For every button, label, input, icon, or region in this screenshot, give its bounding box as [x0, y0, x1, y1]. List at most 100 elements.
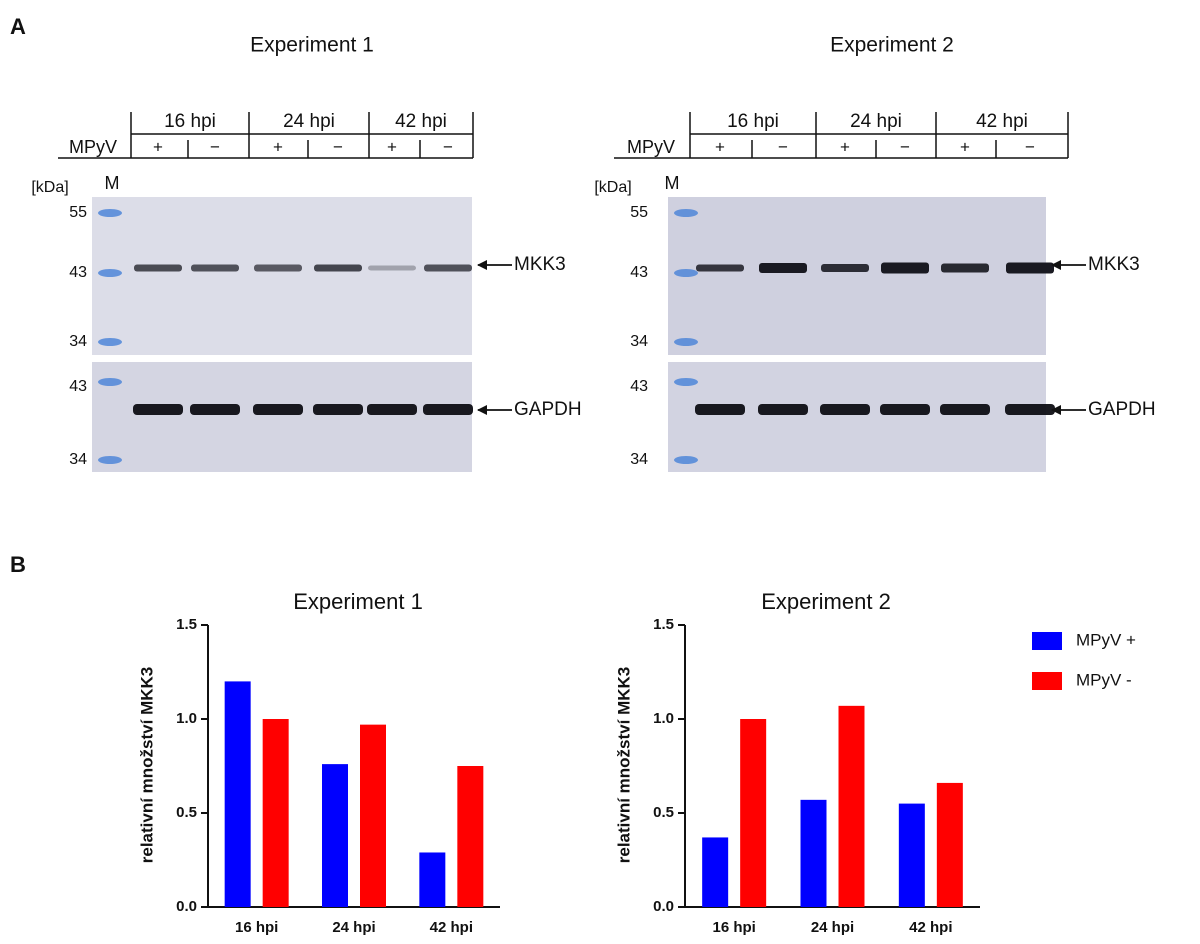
kda-label: 43 [69, 264, 87, 281]
x-tick-label: 16 hpi [712, 919, 755, 936]
band-label: MKK3 [1088, 254, 1140, 275]
band-gapdh [820, 404, 870, 415]
panel-label: B [10, 552, 26, 577]
bar [457, 766, 483, 907]
band-label: MKK3 [514, 254, 566, 275]
blot-upper [668, 197, 1046, 355]
band-gapdh [1005, 404, 1055, 415]
timepoint-label: 16 hpi [727, 111, 779, 132]
y-tick-label: 1.0 [653, 710, 674, 727]
band-mkk3 [821, 264, 869, 272]
y-tick-label: 0.0 [653, 898, 674, 915]
band-gapdh [253, 404, 303, 415]
chart-title: Experiment 2 [761, 589, 891, 614]
kda-label: 34 [69, 333, 87, 350]
x-tick-label: 42 hpi [909, 919, 952, 936]
legend-swatch [1032, 672, 1062, 690]
band-mkk3 [696, 265, 744, 272]
marker-label: M [105, 173, 120, 193]
ladder-band [98, 209, 122, 217]
band-gapdh [758, 404, 808, 415]
y-tick-label: 0.5 [653, 804, 674, 821]
kda-label: 43 [630, 378, 648, 395]
x-tick-label: 24 hpi [332, 919, 375, 936]
timepoint-label: 42 hpi [395, 111, 447, 132]
band-mkk3 [759, 263, 807, 273]
y-axis-label: relativní množství MKK3 [137, 667, 156, 864]
band-mkk3 [424, 265, 472, 272]
y-tick-label: 1.5 [176, 616, 197, 633]
bar [937, 783, 963, 907]
ladder-band [98, 378, 122, 386]
experiment-title: Experiment 1 [250, 34, 374, 57]
kda-label: 55 [69, 204, 87, 221]
lane-label: + [273, 137, 283, 156]
row-label: MPyV [627, 137, 675, 157]
bar [801, 800, 827, 907]
bar [225, 681, 251, 907]
arrow-head [477, 260, 487, 270]
band-gapdh [313, 404, 363, 415]
band-mkk3 [1006, 263, 1054, 274]
y-tick-label: 0.0 [176, 898, 197, 915]
band-gapdh [190, 404, 240, 415]
timepoint-label: 42 hpi [976, 111, 1028, 132]
band-gapdh [367, 404, 417, 415]
lane-label: + [387, 137, 397, 156]
band-gapdh [940, 404, 990, 415]
lane-label: − [900, 137, 910, 156]
unit-label: [kDa] [31, 179, 68, 196]
y-tick-label: 0.5 [176, 804, 197, 821]
x-tick-label: 24 hpi [811, 919, 854, 936]
bar [740, 719, 766, 907]
ladder-band [674, 269, 698, 277]
bar [839, 706, 865, 907]
blot-lower [92, 362, 472, 472]
y-axis-label: relativní množství MKK3 [614, 667, 633, 864]
y-tick-label: 1.5 [653, 616, 674, 633]
band-gapdh [695, 404, 745, 415]
band-mkk3 [191, 265, 239, 272]
band-gapdh [880, 404, 930, 415]
band-gapdh [423, 404, 473, 415]
lane-label: − [443, 137, 453, 156]
bar [360, 725, 386, 907]
legend-label: MPyV + [1076, 630, 1136, 649]
band-label: GAPDH [1088, 399, 1156, 420]
lane-label: − [1025, 137, 1035, 156]
bar [322, 764, 348, 907]
ladder-band [98, 456, 122, 464]
bar [899, 804, 925, 907]
bar [702, 837, 728, 907]
blot-lower [668, 362, 1046, 472]
band-mkk3 [881, 263, 929, 274]
ladder-band [674, 338, 698, 346]
ladder-band [674, 378, 698, 386]
timepoint-label: 24 hpi [850, 111, 902, 132]
blot-upper [92, 197, 472, 355]
chart-title: Experiment 1 [293, 589, 423, 614]
x-tick-label: 42 hpi [430, 919, 473, 936]
band-mkk3 [134, 265, 182, 272]
x-tick-label: 16 hpi [235, 919, 278, 936]
legend-label: MPyV - [1076, 670, 1132, 689]
kda-label: 43 [630, 264, 648, 281]
ladder-band [98, 338, 122, 346]
legend-swatch [1032, 632, 1062, 650]
ladder-band [674, 456, 698, 464]
lane-label: − [333, 137, 343, 156]
band-mkk3 [314, 265, 362, 272]
kda-label: 34 [630, 333, 648, 350]
experiment-title: Experiment 2 [830, 34, 954, 57]
kda-label: 34 [69, 451, 87, 468]
lane-label: − [778, 137, 788, 156]
row-label: MPyV [69, 137, 117, 157]
band-label: GAPDH [514, 399, 582, 420]
timepoint-label: 16 hpi [164, 111, 216, 132]
kda-label: 43 [69, 378, 87, 395]
panel-label: A [10, 14, 26, 39]
lane-label: − [210, 137, 220, 156]
lane-label: + [715, 137, 725, 156]
arrow-head [477, 405, 487, 415]
band-mkk3 [941, 264, 989, 273]
